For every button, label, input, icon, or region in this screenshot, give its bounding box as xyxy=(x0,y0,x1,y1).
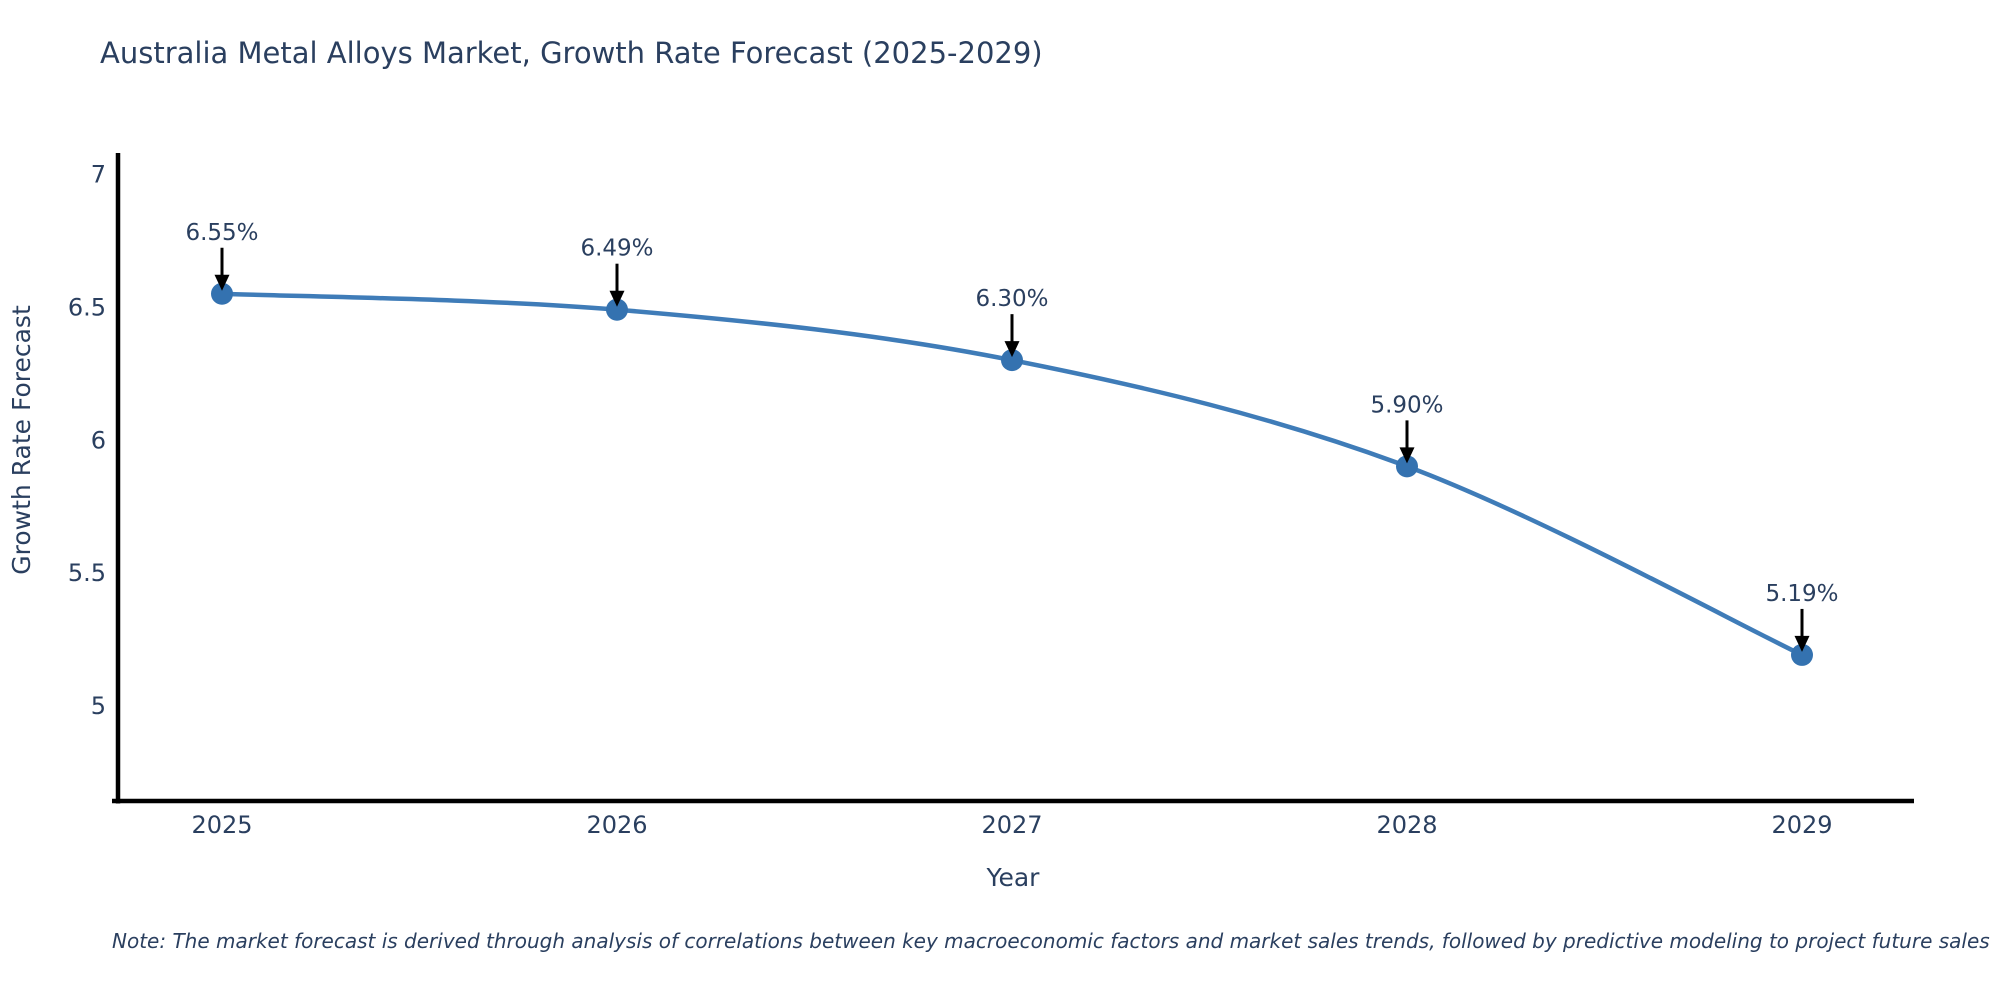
data-point-2029[interactable] xyxy=(1791,643,1813,666)
y-axis-title: Growth Rate Forecast xyxy=(7,305,36,575)
annotation-label-2028: 5.90% xyxy=(1370,392,1443,418)
y-tick-label-5: 5 xyxy=(91,692,106,720)
annotation-label-2025: 6.55% xyxy=(185,220,258,246)
data-point-2027[interactable] xyxy=(1001,349,1023,372)
y-tick-label-6: 6 xyxy=(91,426,106,454)
x-tick-label-2028: 2028 xyxy=(1376,811,1437,839)
chart-title: Australia Metal Alloys Market, Growth Ra… xyxy=(100,36,1043,70)
annotation-label-2027: 6.30% xyxy=(975,286,1048,312)
data-point-2026[interactable] xyxy=(606,298,628,321)
annotation-arrowhead-icon-2029 xyxy=(1794,635,1810,652)
annotation-arrowhead-icon-2028 xyxy=(1399,447,1415,464)
x-tick-label-2027: 2027 xyxy=(981,811,1042,839)
annotation-arrowhead-icon-2027 xyxy=(1004,341,1020,358)
footnote: Note: The market forecast is derived thr… xyxy=(112,929,1990,953)
annotation-arrowhead-icon-2026 xyxy=(609,290,625,307)
x-tick-label-2026: 2026 xyxy=(586,811,647,839)
x-tick-label-2029: 2029 xyxy=(1771,811,1832,839)
y-tick-label-7: 7 xyxy=(91,161,106,189)
data-point-2028[interactable] xyxy=(1396,455,1418,478)
y-tick-label-5.5: 5.5 xyxy=(68,559,106,587)
data-point-2025[interactable] xyxy=(211,282,233,305)
x-tick-label-2025: 2025 xyxy=(191,811,252,839)
annotation-arrowhead-icon-2025 xyxy=(214,274,230,291)
annotation-label-2029: 5.19% xyxy=(1765,581,1838,607)
x-axis-title: Year xyxy=(986,863,1041,892)
y-tick-label-6.5: 6.5 xyxy=(68,294,106,322)
annotation-label-2026: 6.49% xyxy=(580,236,653,262)
